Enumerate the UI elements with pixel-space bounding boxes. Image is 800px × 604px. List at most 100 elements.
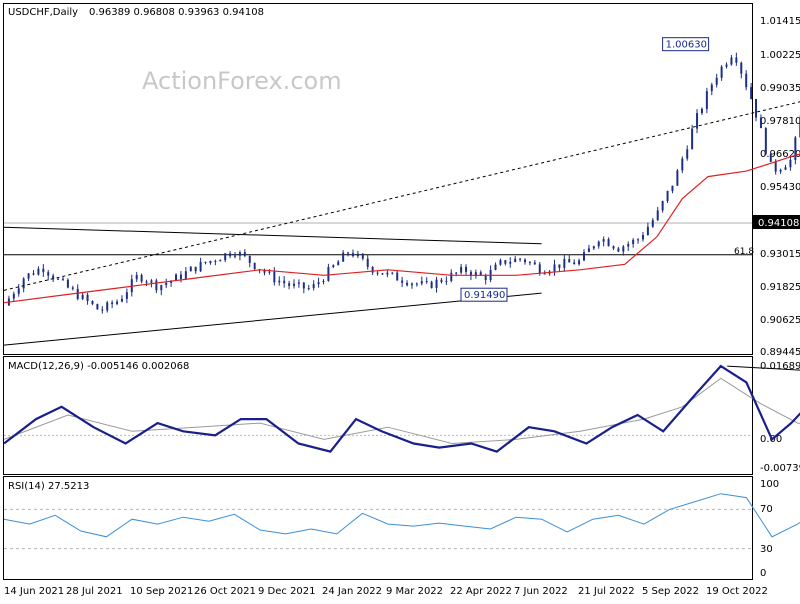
candle-body — [155, 280, 158, 291]
ohlc-label: 0.96389 0.96808 0.93963 0.94108 — [89, 7, 264, 18]
candle-body — [229, 253, 232, 257]
candle-body — [209, 260, 212, 264]
candle-body — [106, 302, 109, 311]
candle-body — [406, 282, 409, 286]
candle-body — [253, 262, 256, 270]
candle-body — [637, 239, 640, 241]
fib-level-label: 61.8 — [734, 247, 754, 257]
x-tick-label: 26 Oct 2021 — [194, 586, 256, 597]
macd-zero-box — [753, 432, 800, 445]
candle-body — [248, 255, 251, 263]
macd-title: MACD(12,26,9) -0.005146 0.002068 — [8, 361, 189, 372]
candle-body — [764, 128, 767, 154]
candle-body — [302, 282, 305, 289]
watermark-text: ActionForex.com — [142, 67, 342, 95]
candle-body — [794, 137, 797, 160]
candle-body — [779, 169, 782, 172]
candle-body — [17, 288, 20, 294]
candle-body — [116, 301, 119, 304]
candle-body — [101, 309, 104, 311]
candle-body — [214, 260, 217, 262]
candle-body — [646, 226, 649, 236]
candle-body — [789, 159, 792, 168]
candle-body — [386, 272, 389, 275]
candle-body — [175, 274, 178, 281]
candle-body — [514, 258, 517, 263]
candle-body — [494, 264, 497, 270]
candle-body — [273, 271, 276, 283]
candle-body — [661, 201, 664, 211]
rsi-tick-label: 30 — [760, 544, 773, 555]
candle-body — [735, 57, 738, 63]
candle-body — [578, 260, 581, 265]
price-tick-label: 0.97810 — [760, 116, 800, 127]
rsi-line — [3, 493, 800, 538]
candle-body — [179, 274, 182, 279]
candle-body — [696, 113, 699, 129]
price-tick-label: 0.96620 — [760, 149, 800, 160]
x-tick-label: 22 Apr 2022 — [450, 586, 512, 597]
current-price-box — [753, 215, 800, 229]
candle-body — [322, 280, 325, 283]
macd-panel-frame — [3, 356, 753, 475]
candle-body — [145, 281, 148, 283]
candle-body — [617, 248, 620, 252]
candle-body — [455, 272, 458, 274]
candle-body — [12, 293, 15, 299]
candle-body — [745, 73, 748, 88]
candle-body — [750, 87, 753, 99]
candle-body — [499, 260, 502, 265]
candle-body — [415, 283, 418, 285]
macd-tick-label: -0.007393 — [760, 463, 800, 474]
x-tick-label: 10 Sep 2021 — [130, 586, 193, 597]
price-annotation-box — [460, 287, 508, 302]
candle-body — [327, 267, 330, 281]
price-plot: 1.006301.014600.936900.91490 — [3, 37, 800, 346]
x-tick-label: 5 Sep 2022 — [642, 586, 699, 597]
candle-body — [224, 253, 227, 261]
candle-body — [401, 280, 404, 283]
x-tick-label: 19 Oct 2022 — [706, 586, 768, 597]
candle-body — [558, 264, 561, 268]
price-trendline — [3, 292, 542, 346]
candle-body — [396, 272, 399, 281]
candle-body — [769, 153, 772, 162]
candle-body — [351, 253, 354, 257]
candle-body — [435, 279, 438, 288]
candle-body — [445, 280, 448, 282]
macd-main-line — [3, 364, 800, 453]
x-axis: 14 Jun 2021 28 Jul 2021 10 Sep 2021 26 O… — [4, 586, 768, 597]
candle-body — [440, 279, 443, 282]
candle-body — [96, 304, 99, 310]
macd-tick-label: 0.016893 — [760, 361, 800, 372]
candle-body — [120, 298, 123, 302]
candle-body — [234, 255, 237, 257]
rsi-tick-label: 100 — [760, 479, 779, 490]
price-trendline — [3, 101, 800, 291]
macd-plot — [3, 364, 800, 453]
price-tick-label: 0.89445 — [760, 347, 800, 358]
candle-body — [587, 248, 590, 253]
candle-body — [238, 252, 241, 256]
candle-body — [42, 268, 45, 273]
x-tick-label: 7 Jun 2022 — [514, 586, 568, 597]
candle-body — [700, 108, 703, 114]
candle-body — [430, 281, 433, 288]
price-tick-label: 0.91825 — [760, 282, 800, 293]
candle-body — [573, 262, 576, 265]
candle-body — [219, 260, 222, 262]
candle-body — [307, 288, 310, 290]
candle-body — [204, 261, 207, 264]
price-tick-label: 0.99035 — [760, 83, 800, 94]
candle-body — [474, 272, 477, 277]
candle-body — [243, 252, 246, 256]
candle-body — [597, 241, 600, 247]
price-annotation-label: 1.00630 — [666, 40, 707, 51]
candle-body — [111, 302, 114, 304]
rsi-tick-label: 70 — [760, 504, 773, 515]
candle-body — [627, 244, 630, 247]
candle-body — [641, 235, 644, 240]
candle-body — [509, 262, 512, 264]
candle-body — [125, 292, 128, 299]
